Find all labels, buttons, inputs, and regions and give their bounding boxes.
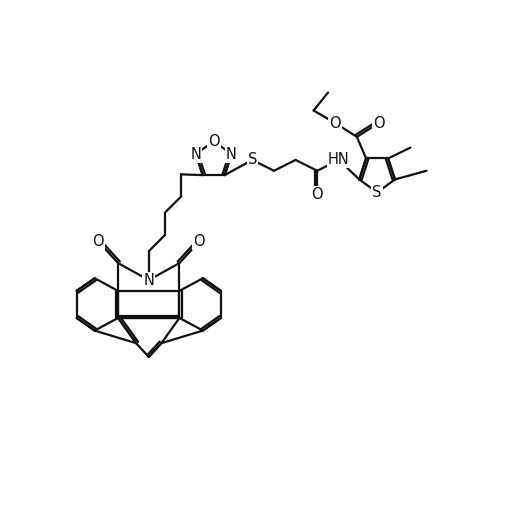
Text: S: S — [248, 153, 257, 167]
Text: O: O — [194, 234, 205, 249]
Text: N: N — [143, 272, 154, 288]
Text: O: O — [329, 116, 341, 130]
Text: O: O — [93, 234, 104, 249]
Text: O: O — [208, 134, 220, 149]
Text: N: N — [190, 147, 201, 161]
Text: S: S — [372, 185, 382, 200]
Text: HN: HN — [328, 153, 350, 167]
Text: O: O — [311, 187, 323, 202]
Text: O: O — [373, 116, 385, 130]
Text: N: N — [226, 147, 237, 161]
